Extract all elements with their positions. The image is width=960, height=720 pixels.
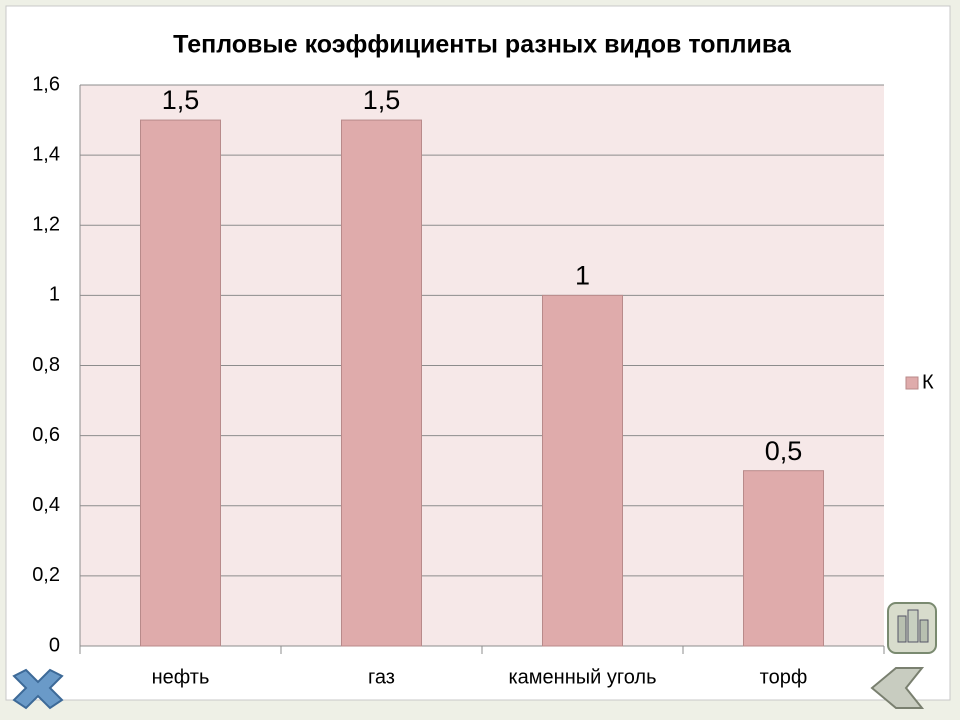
x-tick-label: нефть (152, 666, 210, 688)
x-tick-label: газ (368, 666, 395, 688)
value-label: 0,5 (765, 436, 803, 466)
nav-close[interactable] (12, 668, 64, 710)
home-icon (897, 615, 907, 643)
home-icon (919, 619, 929, 643)
back-button[interactable] (870, 667, 925, 709)
y-tick-label: 0,4 (32, 494, 60, 516)
bar (743, 470, 824, 647)
home-icon (907, 609, 919, 643)
bar (140, 119, 221, 647)
nav-home[interactable] (887, 602, 937, 654)
value-label: 1,5 (162, 85, 200, 115)
y-tick-label: 1 (49, 284, 60, 306)
bar (341, 119, 422, 647)
nav-back[interactable] (870, 667, 925, 709)
y-tick-label: 0,8 (32, 354, 60, 376)
bar (542, 294, 623, 647)
legend-label: К (922, 371, 934, 393)
chart-title: Тепловые коэффициенты разных видов топли… (173, 31, 792, 59)
value-label: 1 (575, 261, 590, 291)
legend-swatch (905, 376, 919, 390)
y-tick-label: 0,2 (32, 564, 60, 586)
y-tick-label: 1,6 (32, 73, 60, 95)
y-tick-label: 1,2 (32, 214, 60, 236)
y-tick-label: 1,4 (32, 143, 60, 165)
x-tick-label: торф (760, 666, 808, 688)
plot: 0 0,2 0,4 0,6 0,8 1 1,2 1,4 1,6 нефть газ каменный … (32, 73, 934, 688)
close-button[interactable] (12, 668, 64, 710)
x-tick-label: каменный уголь (508, 666, 656, 688)
value-label: 1,5 (363, 85, 401, 115)
y-tick-label: 0,6 (32, 424, 60, 446)
y-tick-label: 0 (49, 634, 60, 656)
